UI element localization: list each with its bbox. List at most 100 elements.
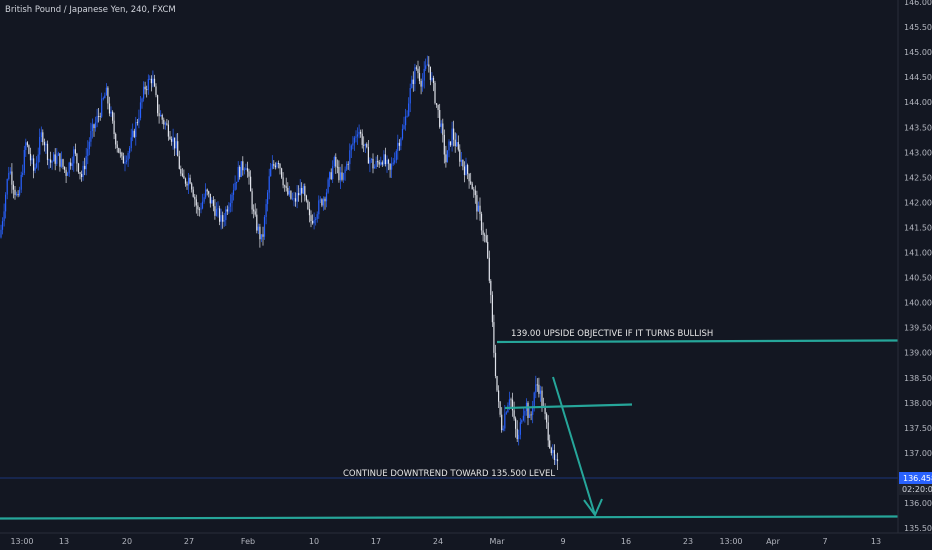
price-axis[interactable]: 135.500 136.000 137.000 137.500 138.000 138.5… [904,0,932,533]
candle [81,170,83,182]
candle [547,415,549,447]
candle [395,149,397,164]
candle [149,75,151,80]
candle [229,194,231,213]
candle [453,120,455,147]
candle [293,191,295,207]
candle [431,72,433,82]
candle [549,434,551,449]
candle [155,83,157,98]
candle [432,75,435,92]
candle [3,203,5,227]
candle [74,143,76,157]
candle [538,377,540,398]
candle [436,103,438,108]
candle [437,104,439,118]
price-tick-label: 137.000 [904,449,932,458]
candle [212,196,214,212]
candle [480,211,483,235]
upside-objective-line[interactable] [496,339,899,344]
candle [496,375,498,392]
candle [482,222,484,242]
candle [236,181,238,190]
candle [412,71,414,92]
candle [277,160,280,169]
candle [104,92,106,99]
candle [68,161,70,177]
candle [36,156,38,169]
candle [476,190,478,220]
candle [53,152,55,162]
candle [217,201,219,218]
candle [143,81,145,102]
candle [121,151,123,160]
candle [330,168,332,181]
price-tick-label: 141.500 [904,223,932,232]
candle [42,129,44,146]
candle [490,279,492,304]
candle [467,163,469,180]
candle [251,188,253,215]
candle [460,152,462,166]
price-tick-label: 137.500 [904,424,932,433]
candle [327,177,329,194]
candle [65,167,67,183]
price-tick-label: 135.500 [904,524,932,533]
downtrend-arrow[interactable] [552,376,603,517]
time-tick-label: 20 [122,537,132,546]
candle [93,123,95,137]
candle [457,135,459,152]
time-axis[interactable]: 13:00 13 20 27 Feb 10 17 24 Mar 9 16 23 13:00 Apr 7 13 [10,537,881,546]
candle [336,159,338,174]
current-price-tag: 136.458 02:20:01 [899,472,932,495]
candle [310,210,312,228]
candle [270,163,272,177]
candle [37,147,39,171]
candle [479,197,481,221]
candle [513,401,515,421]
candle [101,92,103,118]
candle [12,180,14,199]
candle [420,78,422,95]
candle [387,158,390,171]
candle [19,186,21,197]
candle [403,116,405,130]
candle [274,162,276,170]
candle [282,172,284,189]
candle [524,409,526,423]
candle [17,190,19,198]
candle [268,168,270,200]
target-support-line[interactable] [0,515,899,520]
resistance-line[interactable] [504,403,633,410]
candle [186,181,188,190]
candle [415,65,417,71]
candle [256,208,258,234]
candle [60,151,62,169]
candle [485,228,487,243]
time-tick-label: 17 [371,537,381,546]
price-tick-label: 138.000 [904,399,932,408]
candle [363,136,365,153]
candle [172,128,174,150]
candle [135,116,137,146]
candle [346,161,348,171]
candle [364,143,366,153]
candle [96,108,98,128]
price-tick-label: 139.000 [904,349,932,358]
time-tick-label: 13:00 [719,537,742,546]
candle [228,202,230,214]
candle [63,166,66,173]
candle [206,188,208,196]
candle [401,124,404,141]
candle [463,161,466,183]
candle [257,223,259,235]
candle [556,452,559,470]
candle [319,196,321,203]
candle [166,119,168,126]
candle [34,163,36,174]
candle [516,420,518,442]
candle [243,167,245,175]
candle [225,206,227,226]
candle [138,109,140,129]
